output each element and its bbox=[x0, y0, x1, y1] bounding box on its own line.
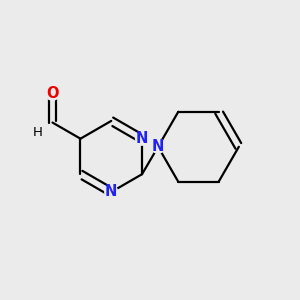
Text: N: N bbox=[136, 131, 148, 146]
Text: H: H bbox=[33, 126, 43, 139]
Text: O: O bbox=[46, 86, 59, 101]
Text: N: N bbox=[105, 184, 117, 200]
Circle shape bbox=[105, 185, 118, 199]
Text: N: N bbox=[152, 139, 164, 154]
Circle shape bbox=[136, 132, 148, 145]
Circle shape bbox=[46, 87, 59, 100]
Circle shape bbox=[152, 140, 164, 153]
